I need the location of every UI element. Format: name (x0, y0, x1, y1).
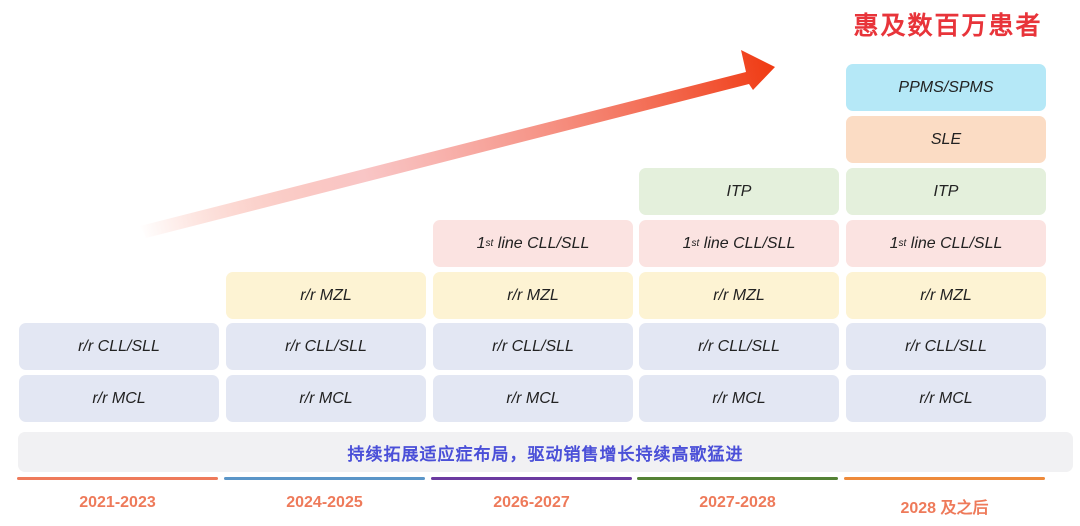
indication-ppms: PPMS/SPMS (846, 64, 1046, 111)
indication-mzl: r/r MZL (433, 272, 633, 319)
label-rest: line CLL/SLL (906, 234, 1003, 252)
indication-cll: r/r CLL/SLL (639, 323, 839, 370)
indication-mzl: r/r MZL (846, 272, 1046, 319)
label-num: 1 (476, 234, 486, 252)
indication-mcl: r/r MCL (19, 375, 219, 422)
indication-cll: r/r CLL/SLL (226, 323, 426, 370)
indication-itp: ITP (846, 168, 1046, 215)
headline-title: 惠及数百万患者 (853, 11, 1043, 40)
indication-itp: ITP (639, 168, 839, 215)
label-rest: line CLL/SLL (699, 234, 796, 252)
period-line (17, 477, 218, 480)
period-line (844, 477, 1045, 480)
period-label: 2028 及之后 (900, 500, 989, 517)
period-line (224, 477, 425, 480)
period-line (431, 477, 632, 480)
period-label: 2027-2028 (699, 494, 776, 511)
period-label: 2026-2027 (493, 494, 570, 511)
label-num: 1 (889, 234, 899, 252)
label-sup: st (898, 238, 907, 249)
indication-mcl: r/r MCL (639, 375, 839, 422)
label-num: 1 (682, 234, 692, 252)
indication-mzl: r/r MZL (226, 272, 426, 319)
period-line (637, 477, 838, 480)
label-sup: st (691, 238, 700, 249)
indication-sle: SLE (846, 116, 1046, 163)
indication-mcl: r/r MCL (433, 375, 633, 422)
label-sup: st (485, 238, 494, 249)
period-label: 2024-2025 (286, 494, 363, 511)
period-label: 2021-2023 (79, 494, 156, 511)
indication-mcl: r/r MCL (226, 375, 426, 422)
indication-cll: r/r CLL/SLL (846, 323, 1046, 370)
label-rest: line CLL/SLL (493, 234, 590, 252)
indication-cll: r/r CLL/SLL (19, 323, 219, 370)
indication-mcl: r/r MCL (846, 375, 1046, 422)
strategy-banner: 持续拓展适应症布局，驱动销售增长持续高歌猛进 (18, 432, 1073, 472)
indication-cll: r/r CLL/SLL (433, 323, 633, 370)
indication-mzl: r/r MZL (639, 272, 839, 319)
